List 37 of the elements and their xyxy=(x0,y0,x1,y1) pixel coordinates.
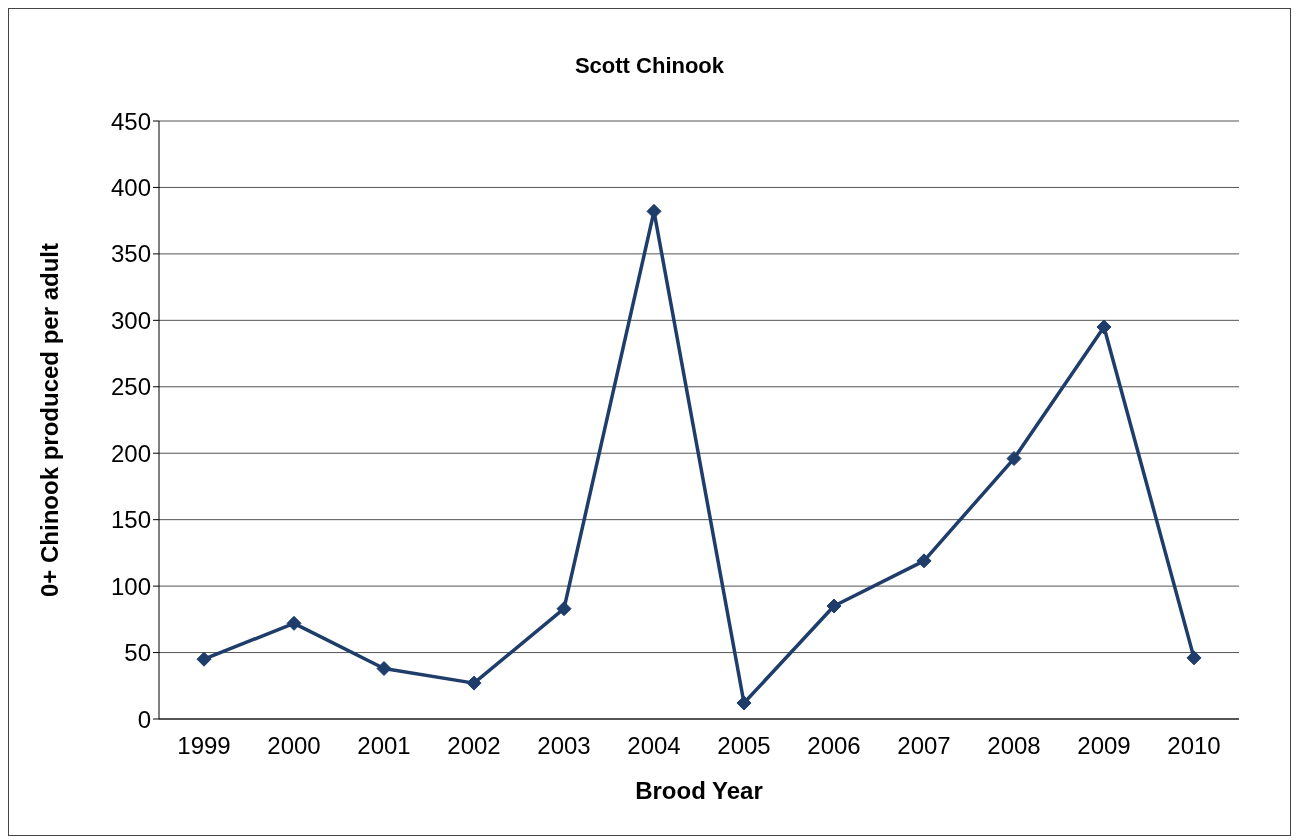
point xyxy=(1186,650,1202,666)
x-tick-label: 2003 xyxy=(537,732,591,760)
y-tick-label: 150 xyxy=(110,506,151,534)
point xyxy=(646,203,662,219)
y-tick-label: 50 xyxy=(124,639,151,667)
y-tick-label: 100 xyxy=(110,572,151,600)
x-tick-label: 2008 xyxy=(987,732,1041,760)
point xyxy=(1006,451,1022,467)
chart-title: Scott Chinook xyxy=(573,53,726,79)
x-tick-label: 2004 xyxy=(627,732,681,760)
x-tick-label: 2006 xyxy=(807,732,861,760)
point xyxy=(286,615,302,631)
point xyxy=(736,695,752,711)
y-tick-label: 450 xyxy=(110,107,151,135)
point xyxy=(1096,319,1112,335)
x-axis-title: Brood Year xyxy=(635,777,763,804)
x-tick-label: 2009 xyxy=(1077,732,1131,760)
y-tick-label: 300 xyxy=(110,306,151,334)
x-tick-label: 2001 xyxy=(357,732,411,760)
x-tick-label: 2005 xyxy=(717,732,771,760)
point xyxy=(916,553,932,569)
point xyxy=(556,601,572,617)
y-tick-label: 0 xyxy=(137,705,151,733)
x-tick-label: 2002 xyxy=(447,732,501,760)
x-tick-label: 2010 xyxy=(1167,732,1221,760)
y-tick-label: 200 xyxy=(110,439,151,467)
x-tick-label: 1999 xyxy=(177,732,231,760)
x-tick-label: 2007 xyxy=(897,732,951,760)
y-tick-label: 250 xyxy=(110,373,151,401)
y-axis-title: 0+ Chinook produced per adult xyxy=(35,242,63,598)
y-tick-label: 400 xyxy=(110,173,151,201)
point xyxy=(376,661,392,676)
y-tick-label: 350 xyxy=(110,240,151,268)
point xyxy=(466,675,482,691)
point xyxy=(826,598,842,614)
x-tick-label: 2000 xyxy=(267,732,321,760)
point xyxy=(196,651,212,667)
